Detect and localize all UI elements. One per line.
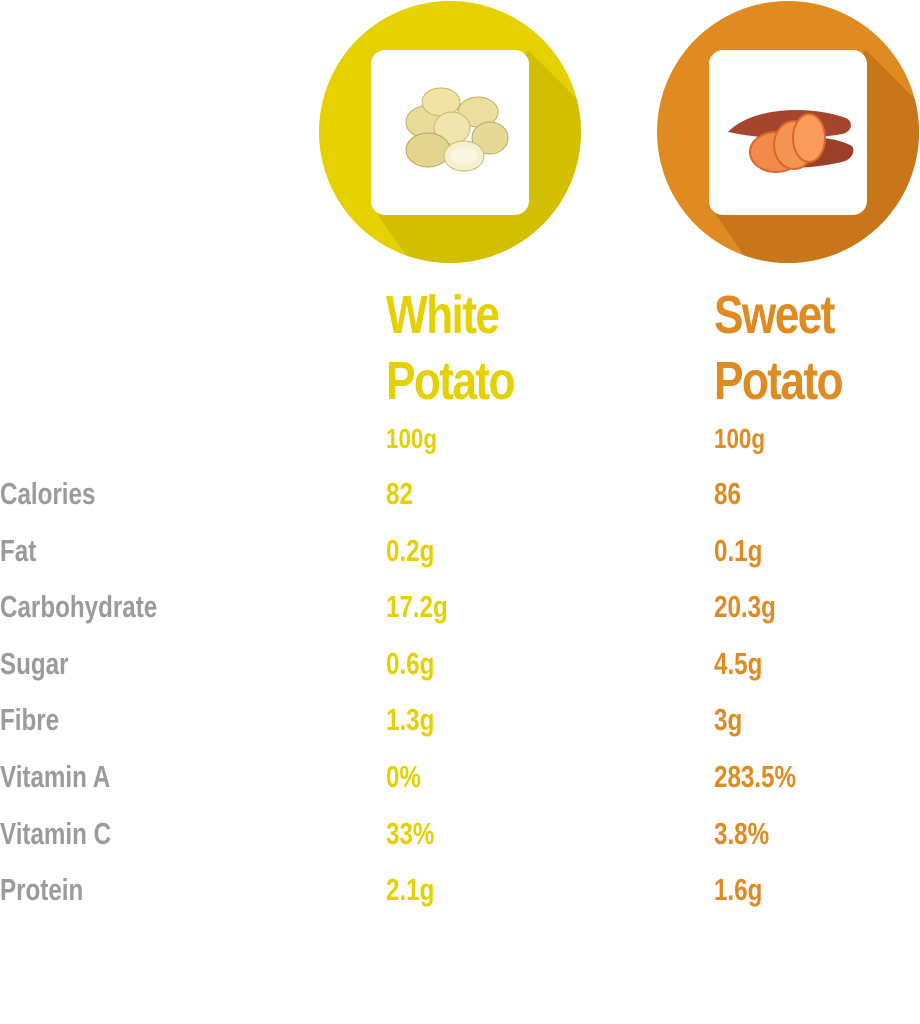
sweet-potato-image bbox=[728, 109, 854, 173]
sweet-potato-value: 3.8% bbox=[714, 815, 770, 851]
nutrient-label: Fat bbox=[0, 532, 37, 568]
white-potatoes-image bbox=[405, 87, 509, 172]
white-potato-value: 0% bbox=[386, 758, 421, 794]
table-row: Carbohydrate 17.2g 20.3g bbox=[0, 587, 920, 644]
sweet-potato-value: 20.3g bbox=[714, 589, 776, 625]
sweet-potato-value: 4.5g bbox=[714, 645, 763, 681]
white-potato-title-line1: White bbox=[386, 285, 500, 345]
white-potato-value: 17.2g bbox=[386, 589, 448, 625]
sweet-potato-value: 1.6g bbox=[714, 872, 763, 908]
table-row: Vitamin C 33% 3.8% bbox=[0, 814, 920, 871]
white-potato-value: 33% bbox=[386, 815, 435, 851]
white-potato-value: 0.2g bbox=[386, 532, 435, 568]
white-potato-badge bbox=[318, 0, 582, 264]
sweet-potato-title-line1: Sweet bbox=[714, 285, 835, 345]
nutrition-table: Calories 82 86 Fat 0.2g 0.1g Carbohydrat… bbox=[0, 474, 920, 927]
white-potato-title-line2: Potato bbox=[386, 351, 516, 411]
white-potato-badge-graphic bbox=[319, 1, 581, 263]
table-row: Vitamin A 0% 283.5% bbox=[0, 757, 920, 814]
table-row: Calories 82 86 bbox=[0, 474, 920, 531]
nutrient-label: Protein bbox=[0, 872, 84, 908]
white-potato-serving: 100g bbox=[386, 423, 438, 454]
sweet-potato-value: 86 bbox=[714, 476, 741, 511]
sweet-potato-value: 3g bbox=[714, 702, 743, 738]
sweet-potato-value: 0.1g bbox=[714, 532, 763, 568]
sweet-potato-serving: 100g bbox=[714, 423, 766, 454]
white-potato-value: 2.1g bbox=[386, 872, 435, 908]
table-row: Fibre 1.3g 3g bbox=[0, 700, 920, 757]
nutrient-label: Carbohydrate bbox=[0, 589, 158, 625]
white-potato-value: 0.6g bbox=[386, 645, 435, 681]
nutrient-label: Vitamin C bbox=[0, 815, 112, 851]
sweet-potato-value: 283.5% bbox=[714, 758, 797, 794]
table-row: Sugar 0.6g 4.5g bbox=[0, 644, 920, 701]
nutrient-label: Sugar bbox=[0, 645, 69, 681]
table-row: Fat 0.2g 0.1g bbox=[0, 531, 920, 588]
nutrient-label: Fibre bbox=[0, 702, 60, 738]
white-potato-value: 82 bbox=[386, 476, 413, 511]
table-row: Protein 2.1g 1.6g bbox=[0, 870, 920, 927]
nutrient-label: Calories bbox=[0, 476, 96, 511]
sweet-potato-title-line2: Potato bbox=[714, 351, 844, 411]
sweet-potato-badge bbox=[656, 0, 920, 264]
sweet-potato-badge-graphic bbox=[657, 1, 919, 263]
nutrient-label: Vitamin A bbox=[0, 758, 111, 794]
white-potato-value: 1.3g bbox=[386, 702, 435, 738]
